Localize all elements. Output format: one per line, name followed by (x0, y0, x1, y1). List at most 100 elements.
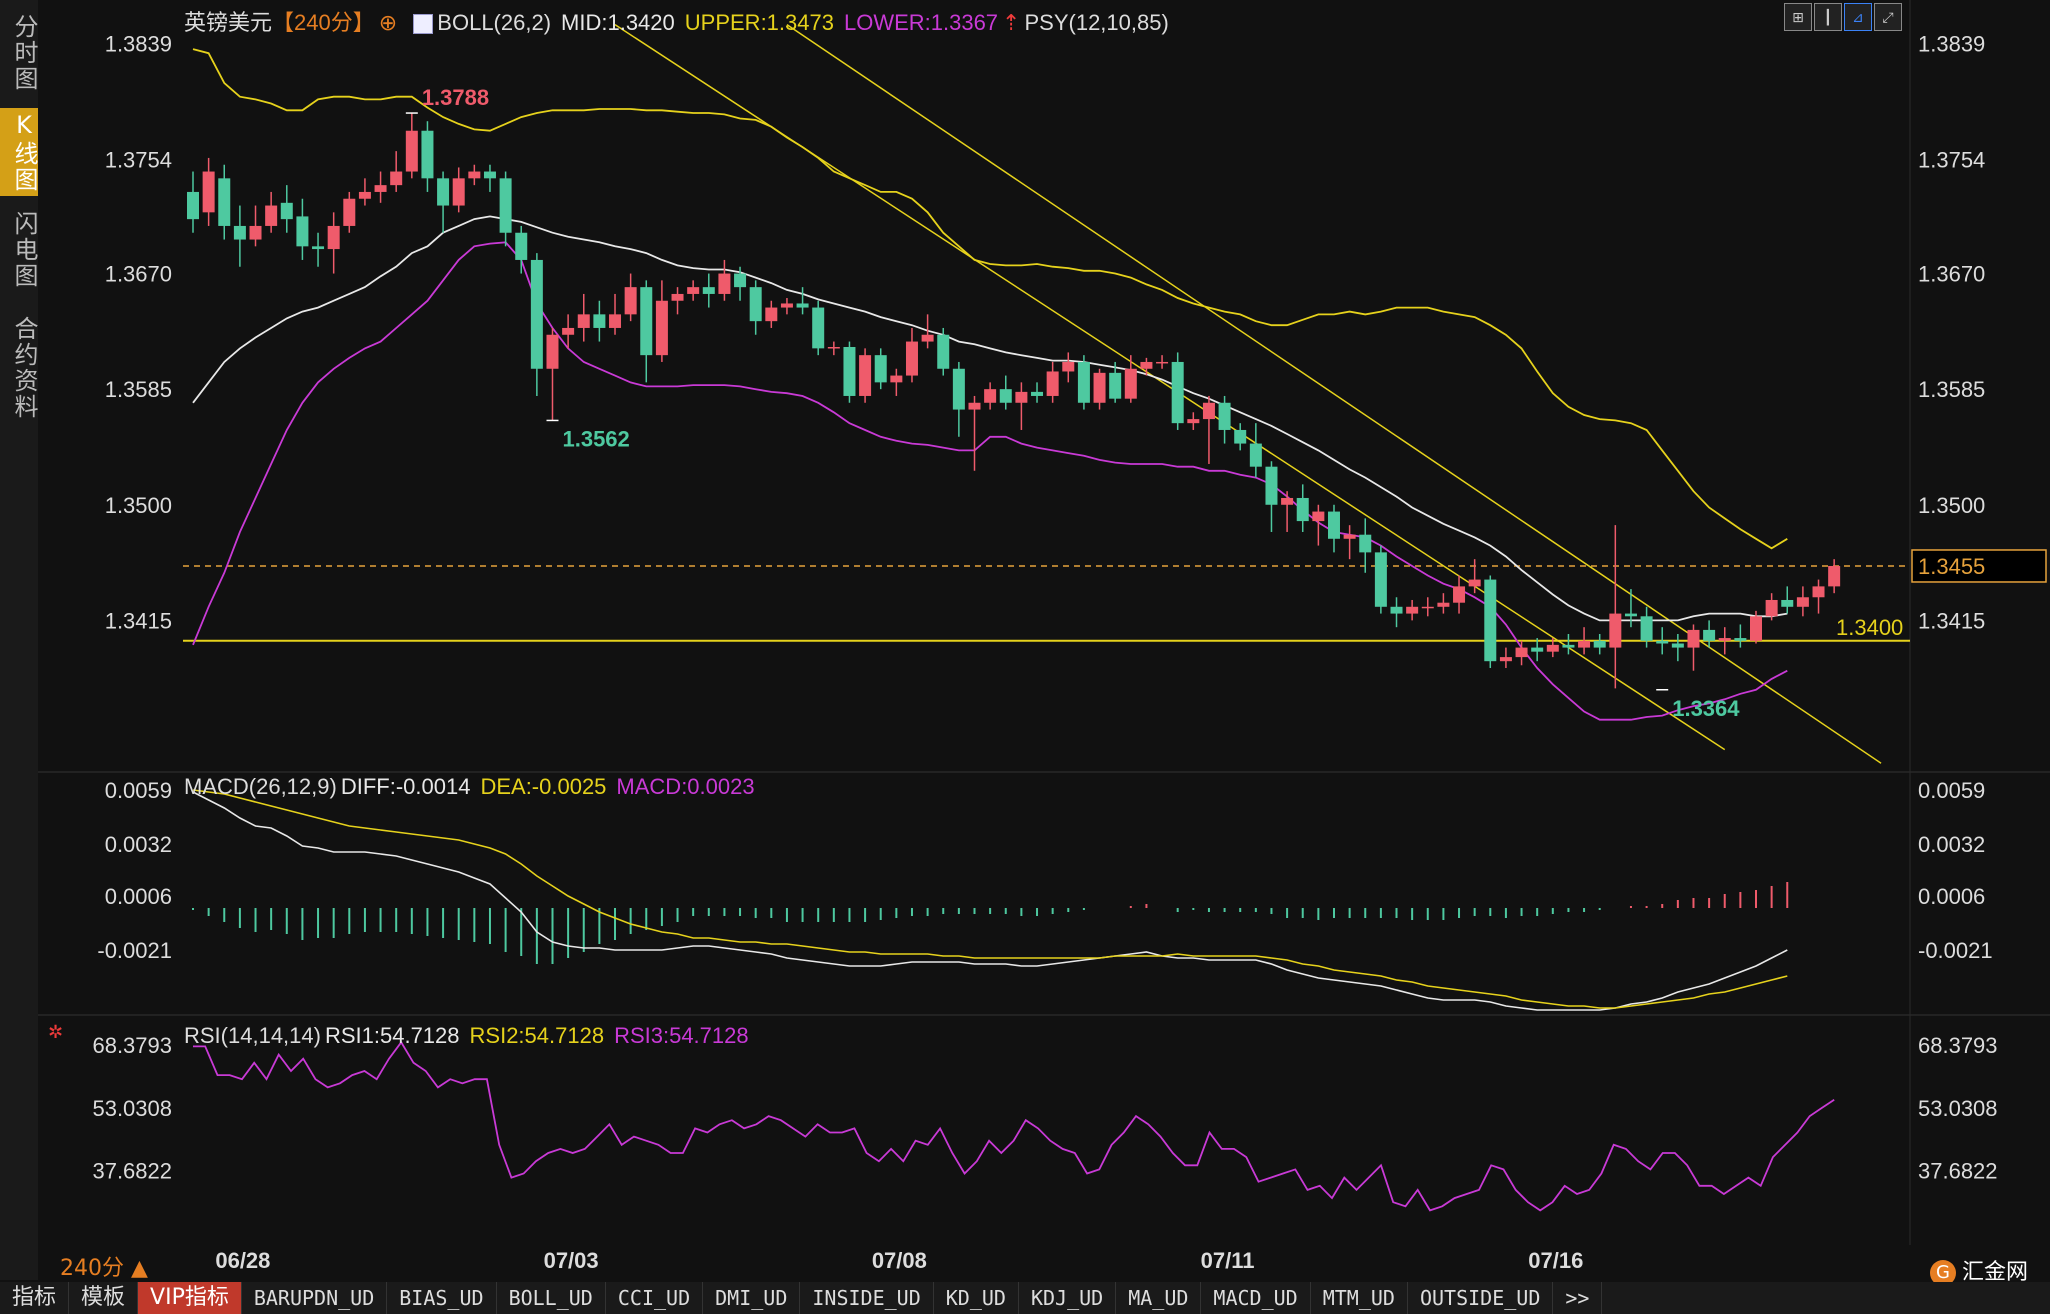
date-label: 07/16 (1528, 1248, 1583, 1273)
candle-body (1656, 640, 1669, 644)
candle-body (312, 246, 325, 250)
candle-body (749, 287, 762, 322)
left-tab-3[interactable]: 合约资料 (10, 316, 38, 420)
left-tab-bar: 分时图 K线图闪电图合约资料 (0, 0, 38, 1280)
indicator-tab-6[interactable]: CCI_UD (606, 1282, 704, 1314)
indicator-tab-3[interactable]: BARUPDN_UD (242, 1282, 388, 1314)
boll-icon[interactable] (413, 14, 434, 35)
candle-body (1031, 391, 1044, 396)
extreme-label: 1.3562 (562, 426, 629, 451)
indicator-tab-9[interactable]: KD_UD (934, 1282, 1019, 1314)
left-tab-1[interactable]: K线图 (0, 108, 38, 196)
candle-body (1359, 534, 1372, 553)
price-tick-right: 1.3500 (1918, 493, 1985, 518)
period-label[interactable]: 【240分】 (272, 10, 375, 35)
indicator-tab-14[interactable]: OUTSIDE_UD (1408, 1282, 1554, 1314)
indicator-tab-10[interactable]: KDJ_UD (1019, 1282, 1117, 1314)
current-price-box (1911, 549, 2047, 583)
candle-body (1609, 613, 1622, 648)
candle-body (827, 346, 840, 349)
macd-tick-right: -0.0021 (1918, 938, 1993, 963)
candle-body (1640, 616, 1653, 641)
macd-label: MACD(26,12,9) (184, 774, 337, 799)
candle-body (859, 355, 872, 396)
candle-body (1546, 644, 1559, 652)
candle-body (734, 273, 747, 288)
indicator-tab-8[interactable]: INSIDE_UD (800, 1282, 934, 1314)
indicator-tab-15[interactable]: >> (1553, 1282, 1603, 1314)
indicator-tab-12[interactable]: MACD_UD (1201, 1282, 1311, 1314)
candle-body (468, 171, 481, 179)
candle-body (937, 334, 950, 369)
date-label: 07/03 (544, 1248, 599, 1273)
candle-body (1671, 643, 1684, 648)
rsi-line (193, 1040, 1835, 1212)
left-tab-0[interactable]: 分时图 (10, 14, 38, 92)
candle-body (968, 402, 981, 410)
boll-label: BOLL(26,2) (437, 10, 552, 35)
indicator-tab-11[interactable]: MA_UD (1116, 1282, 1202, 1314)
price-tick-left: 1.3415 (105, 608, 172, 633)
rsi-3: RSI3:54.7128 (614, 1023, 749, 1048)
rsi-label: RSI(14,14,14) (184, 1023, 321, 1048)
macd-tick-right: 0.0032 (1918, 832, 1985, 857)
rsi-2: RSI2:54.7128 (469, 1023, 605, 1048)
chart-svg[interactable]: 1.3839 1.3839 1.3754 1.3754 1.3670 1.3670 1.35… (0, 0, 2050, 1282)
candle-body (1531, 647, 1544, 652)
line-chart-icon[interactable]: ⊿ (1844, 3, 1872, 31)
indicator-tab-13[interactable]: MTM_UD (1311, 1282, 1408, 1314)
candle-body (452, 178, 465, 206)
candle-icon[interactable]: ┃ (1814, 3, 1842, 31)
candle-body (1765, 599, 1778, 617)
candle-body (233, 225, 246, 240)
extreme-label: 1.3788 (422, 85, 489, 110)
candle-body (499, 178, 512, 233)
rsi-panel: 68.3793 68.3793 53.0308 53.0308 37.6822 37.68… (92, 1033, 1998, 1212)
current-price-label: 1.3455 (1918, 554, 1985, 579)
grid-icon[interactable]: ⊞ (1784, 3, 1812, 31)
candle-body (1202, 402, 1215, 420)
candle-body (952, 368, 965, 410)
candle-body (1437, 602, 1450, 607)
indicator-tab-4[interactable]: BIAS_UD (387, 1282, 497, 1314)
indicator-tab-5[interactable]: BOLL_UD (497, 1282, 606, 1314)
candle-body (609, 314, 622, 328)
indicator-tab-2[interactable]: VIP指标 (138, 1282, 242, 1314)
extreme-label: 1.3364 (1672, 696, 1740, 721)
candle-body (1468, 579, 1481, 587)
support-line-label: 1.3400 (1836, 615, 1903, 640)
rsi-tick-left: 68.3793 (92, 1033, 172, 1058)
candle-body (796, 303, 809, 308)
indicator-tab-0[interactable]: 指标 (0, 1282, 70, 1314)
macd-panel: 0.0059 0.0059 0.0032 0.0032 0.0006 0.0006 -0.0… (97, 778, 1993, 1011)
macd-value: MACD:0.0023 (616, 774, 755, 799)
candle-body (1109, 372, 1122, 399)
candle-body (1687, 629, 1700, 648)
candle-body (1187, 419, 1200, 424)
indicator-tab-7[interactable]: DMI_UD (703, 1282, 801, 1314)
candle-body (437, 178, 450, 206)
rsi-tick-right: 68.3793 (1918, 1033, 1998, 1058)
settings-icon[interactable]: ✲ (48, 1022, 64, 1042)
candle-body (718, 273, 731, 294)
candle-body (1624, 613, 1637, 617)
candle-body (1343, 534, 1356, 539)
price-tick-right: 1.3585 (1918, 377, 1985, 402)
candle-body (249, 225, 262, 240)
candle-body (483, 171, 496, 179)
candle-body (390, 171, 403, 186)
boll-mid-line (192, 215, 1788, 622)
crosshair-icon[interactable]: ⊕ (378, 10, 398, 35)
trend-channel-line (786, 24, 1882, 764)
candle-body (640, 287, 653, 356)
candle-body (1406, 606, 1419, 614)
candle-body (1734, 638, 1747, 641)
candle-body (577, 314, 590, 328)
fullscreen-icon[interactable]: ⤢ (1874, 3, 1902, 31)
indicator-tab-1[interactable]: 模板 (69, 1282, 139, 1314)
price-tick-right: 1.3415 (1918, 608, 1985, 633)
period-selector[interactable]: 240分 ▲ (60, 1256, 148, 1281)
left-tab-2[interactable]: 闪电图 (10, 211, 38, 289)
candle-body (1281, 497, 1294, 505)
